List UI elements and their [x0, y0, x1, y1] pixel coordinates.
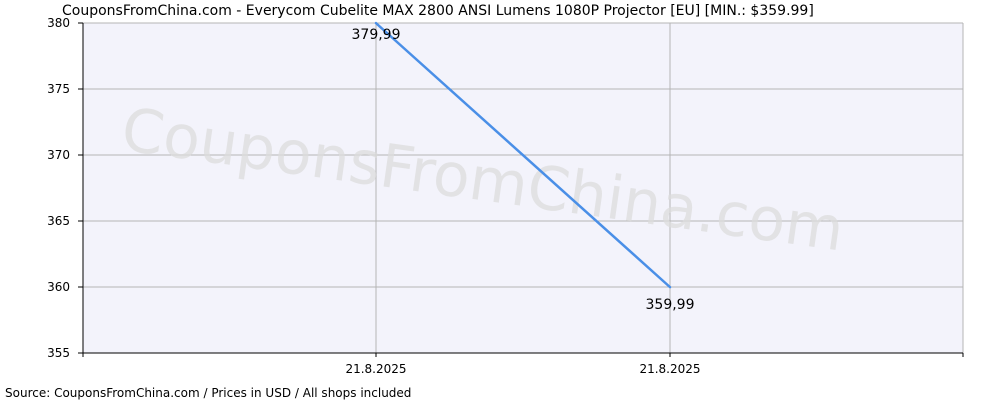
- y-tick-label-5: 380: [47, 16, 70, 30]
- x-tick-label-1: 21.8.2025: [639, 362, 700, 376]
- price-series: [374, 21, 672, 289]
- axes: [78, 22, 964, 357]
- y-tick-label-1: 360: [47, 280, 70, 294]
- chart-title: CouponsFromChina.com - Everycom Cubelite…: [62, 3, 814, 19]
- footer-source: Source: CouponsFromChina.com / Prices in…: [5, 386, 411, 400]
- x-tick-label-0: 21.8.2025: [345, 362, 406, 376]
- series-line-0: [374, 21, 672, 289]
- y-tick-label-0: 355: [47, 346, 70, 360]
- y-tick-label-3: 370: [47, 148, 70, 162]
- y-tick-label-4: 375: [47, 82, 70, 96]
- data-label-1: 359,99: [646, 297, 695, 313]
- x-tick-labels: 21.8.2025 21.8.2025: [345, 362, 700, 376]
- y-tick-label-2: 365: [47, 214, 70, 228]
- y-tick-labels: 355 360 365 370 375 380: [47, 16, 70, 360]
- plot-area: [83, 23, 963, 353]
- data-labels: 379,99 359,99: [352, 27, 695, 313]
- data-label-0: 379,99: [352, 27, 401, 43]
